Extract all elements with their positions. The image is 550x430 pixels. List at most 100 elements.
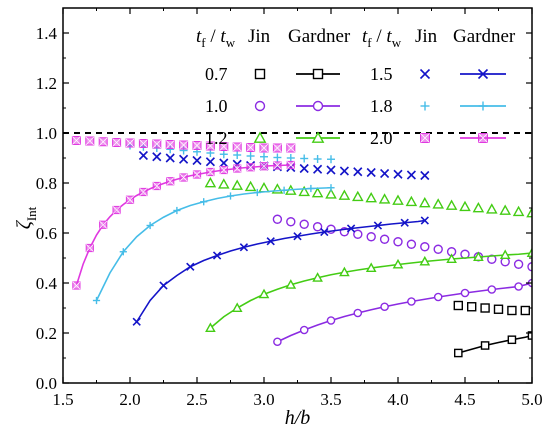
triangle-marker	[459, 200, 471, 212]
y-tick-label: 1.4	[36, 24, 58, 43]
triangle-marker	[472, 201, 485, 213]
square-x-stroke	[259, 143, 269, 153]
jin-point-2.0	[125, 138, 135, 148]
jin-point-1.5	[192, 155, 202, 166]
x-tick-label: 3.5	[320, 390, 341, 409]
square-marker	[520, 305, 530, 316]
x-marker-stroke	[420, 216, 429, 225]
triangle-marker	[419, 196, 431, 208]
gardner-point-2.0	[125, 195, 135, 204]
square-x-stroke	[233, 164, 242, 173]
triangle-marker	[205, 322, 216, 333]
jin-point-1.2	[231, 179, 243, 190]
x-axis-label: h/b	[285, 407, 311, 429]
x-marker-stroke	[477, 68, 489, 80]
legend-jin-marker-1.2	[253, 131, 267, 143]
y-tick-label: 0.6	[36, 224, 57, 243]
jin-point-1.2	[365, 191, 377, 203]
square-x-stroke	[112, 138, 121, 147]
square-marker	[507, 335, 517, 345]
triangle-marker	[432, 198, 444, 209]
jin-point-1.2	[512, 205, 525, 217]
x-marker-stroke	[205, 157, 215, 167]
x-tick-label: 2.0	[119, 390, 140, 409]
jin-point-1.2	[392, 194, 404, 205]
triangle-marker	[526, 247, 532, 258]
gardner-point-1.0	[273, 337, 282, 347]
legend-gardner-marker-0.7	[312, 68, 324, 80]
gardner-point-1.0	[326, 316, 336, 325]
legend-header-ratio-right: tf / tw	[362, 26, 402, 50]
legend-jin-marker-1.0	[254, 100, 266, 112]
x-marker-stroke	[406, 170, 416, 180]
x-marker-stroke	[419, 68, 431, 80]
jin-point-1.2	[244, 180, 257, 192]
gardner-point-2.0	[139, 187, 148, 197]
square-x-stroke	[219, 142, 229, 151]
gardner-point-1.2	[339, 266, 350, 277]
jin-point-2.0	[259, 143, 269, 153]
jin-point-1.2	[445, 199, 458, 210]
legend-gardner-marker-2.0	[478, 133, 488, 143]
legend-ratio-1.5: 1.5	[370, 64, 393, 84]
square-x-stroke	[112, 206, 121, 214]
jin-point-1.0	[366, 232, 376, 242]
gardner-point-1.5	[186, 262, 195, 271]
circle-marker	[380, 302, 389, 312]
square-x-stroke	[85, 244, 94, 252]
series-0.7	[453, 300, 532, 358]
gardner-point-1.5	[320, 227, 329, 237]
gardner-point-2.0	[179, 173, 188, 182]
jin-point-2.0	[152, 139, 162, 149]
y-tick-label: 1.2	[36, 74, 57, 93]
circle-marker	[433, 292, 443, 302]
legend-header-s1-r: f	[367, 35, 372, 50]
jin-point-1.0	[379, 234, 390, 244]
square-x-stroke	[179, 173, 188, 182]
x-marker-stroke	[159, 281, 168, 290]
legend-header-s2-r: w	[392, 35, 402, 50]
triangle-marker	[365, 262, 377, 273]
jin-point-1.2	[499, 204, 511, 215]
square-x-stroke	[206, 168, 215, 176]
x-marker-stroke	[293, 232, 302, 241]
triangle-marker	[285, 279, 297, 289]
jin-point-1.8	[233, 151, 242, 159]
gardner-point-1.5	[346, 224, 356, 233]
triangle-marker	[204, 176, 217, 188]
legend-header-s2: w	[226, 35, 236, 50]
gardner-point-1.8	[253, 188, 261, 197]
triangle-marker	[311, 131, 325, 143]
x-marker-stroke	[212, 251, 222, 260]
x-marker-stroke	[165, 153, 175, 163]
legend-header-t1-r: t	[362, 26, 368, 47]
gardner-point-1.2	[231, 302, 243, 313]
square-marker	[480, 303, 490, 313]
jin-point-1.8	[219, 150, 228, 159]
square-x-stroke	[139, 139, 148, 148]
gardner-point-2.0	[72, 281, 81, 290]
jin-point-0.7	[467, 302, 477, 312]
x-marker-stroke	[400, 218, 409, 227]
jin-point-2.0	[165, 140, 175, 149]
legend-header-jin-right: Jin	[415, 26, 438, 47]
jin-point-1.5	[299, 163, 309, 174]
x-tick-label: 4.0	[387, 390, 408, 409]
jin-point-1.0	[433, 244, 443, 254]
jin-point-0.7	[480, 303, 490, 313]
jin-point-1.2	[419, 196, 431, 208]
circle-marker	[379, 234, 390, 244]
jin-point-1.8	[246, 152, 255, 160]
legend-rows: 0.7 1.0 1.2 1.5 1.8 2.0	[205, 64, 506, 148]
square-marker	[453, 300, 463, 311]
gardner-point-1.8	[200, 198, 208, 206]
triangle-marker	[486, 203, 498, 214]
square-x-stroke	[165, 140, 175, 149]
y-tick-label: 0.8	[36, 174, 57, 193]
x-marker-stroke	[152, 152, 162, 162]
x-marker-stroke	[266, 237, 275, 246]
x-marker-stroke	[420, 170, 430, 181]
circle-marker	[299, 219, 309, 229]
circle-marker	[286, 217, 296, 227]
